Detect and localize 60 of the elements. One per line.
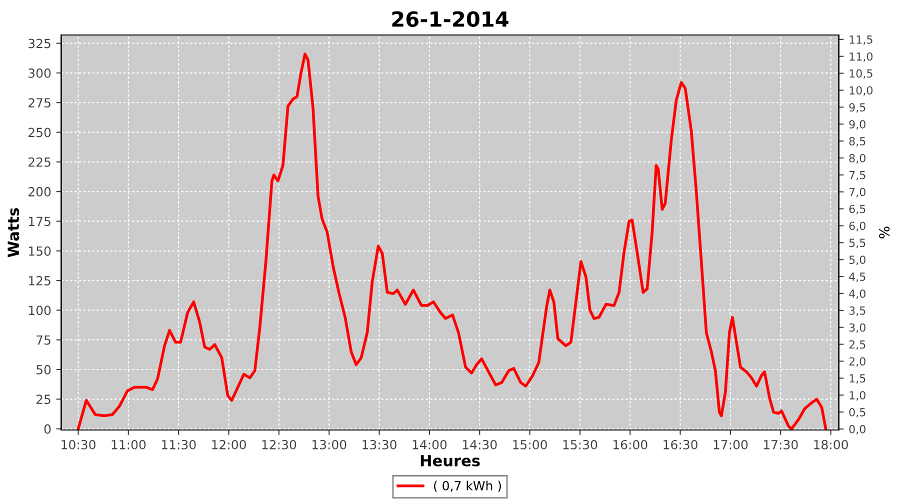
y-tick-label: 75 [36,335,50,345]
y2-tick-label: 2,5 [849,340,866,350]
y2-tick-label: 6,0 [849,222,866,232]
line-series [76,52,828,430]
x-tick-label: 12:00 [212,440,246,450]
x-tick-label: 15:00 [513,440,547,450]
chart-title: 26-1-2014 [392,11,508,27]
y2-tick-label: 8,5 [849,137,866,147]
y-tick-label: 150 [28,246,51,256]
x-tick-label: 12:30 [262,440,296,450]
y2-tick-label: 3,0 [849,323,866,333]
y-tick-label: 0 [44,424,51,434]
y2-tick-label: 10,5 [850,69,872,79]
x-tick-label: 14:00 [412,440,447,450]
y-tick-label: 275 [28,98,50,108]
y-tick-label: 50 [36,364,51,374]
y2-tick-label: 8,0 [849,154,866,164]
y-tick-label: 325 [28,38,50,48]
y-tick-label: 225 [28,157,50,167]
y2-tick-label: 0,5 [849,408,866,418]
y-tick-label: 200 [28,187,51,197]
y2-axis-title: % [879,226,890,238]
y2-tick-label: 9,5 [849,103,866,113]
y2-tick-label: 6,5 [849,204,866,214]
x-tick-label: 16:00 [613,440,648,450]
x-tick-label: 13:30 [362,440,396,450]
y-axis-title: Watts [8,208,20,258]
y2-tick-label: 9,0 [849,120,866,130]
y2-tick-label: 0,0 [849,424,866,434]
y2-tick-label: 2,0 [849,357,866,367]
x-tick-label: 16:30 [664,440,698,450]
y-tick-label: 125 [28,276,50,286]
y2-tick-label: 7,5 [849,171,866,180]
y2-tick-label: 4,0 [849,289,866,299]
y2-tick-label: 5,0 [849,256,866,266]
y2-tick-label: 4,5 [849,272,866,282]
y2-tick-label: 1,5 [850,374,866,384]
x-tick-label: 18:00 [814,440,848,450]
y2-tick-label: 10,0 [850,86,873,96]
x-tick-label: 11:30 [162,440,196,450]
y2-tick-label: 3,5 [849,306,866,316]
x-tick-label: 15:30 [563,440,598,450]
x-tick-label: 17:30 [764,440,798,450]
x-tick-label: 13:00 [312,440,346,450]
y2-tick-label: 1,0 [850,391,866,401]
legend-label: ( 0,7 kWh ) [434,480,501,492]
x-tick-label: 17:00 [714,440,748,450]
y2-tick-label: 11,5 [850,36,872,45]
y2-tick-label: 11,0 [850,52,873,62]
y2-tick-label: 7,0 [849,188,866,198]
x-tick-label: 11:00 [112,440,146,450]
y2-tick-label: 5,5 [849,238,866,248]
y-tick-label: 300 [28,68,51,78]
x-tick-label: 10:30 [62,440,96,450]
x-axis-title: Heures [420,455,480,466]
y-tick-label: 175 [28,216,50,226]
x-tick-label: 14:30 [462,440,497,450]
y-tick-label: 100 [28,306,51,316]
y-tick-label: 250 [28,128,51,138]
y-tick-label: 25 [36,394,50,404]
